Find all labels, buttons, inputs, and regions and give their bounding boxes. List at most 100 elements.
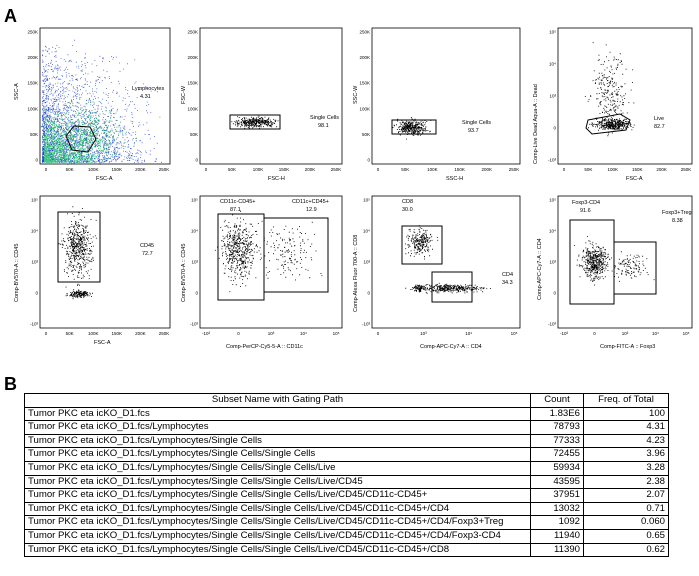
- gate-value: 4.31: [140, 94, 151, 100]
- x-tick-label: 10³: [268, 331, 275, 336]
- x-tick-label: 0: [205, 167, 208, 172]
- y-tick-label: 200K: [187, 55, 198, 60]
- x-axis-label: Comp-PerCP-Cy5-5-A :: CD11c: [226, 344, 303, 350]
- subset-cell: Tumor PKC eta icKO_D1.fcs/Lymphocytes/Si…: [24, 474, 531, 490]
- y-tick-label: 100K: [187, 106, 198, 111]
- y-axis-label: Comp-Alexa Fluor 700-A :: CD8: [353, 235, 359, 312]
- plot-cd45: 10⁵ 10⁴ 10³ 0 -10³ 0 50K 100K 150K 200K 250K CD45 …: [14, 192, 172, 352]
- freq-cell: 0.62: [583, 542, 669, 558]
- count-cell: 37951: [530, 488, 584, 503]
- gate-rect-2: [613, 241, 657, 295]
- subset-cell: Tumor PKC eta icKO_D1.fcs/Lymphocytes/Si…: [24, 433, 531, 449]
- y-axis-label: FSC-W: [181, 85, 187, 104]
- x-tick-label: 0: [563, 167, 566, 172]
- table-row: Tumor PKC eta icKO_D1.fcs/Lymphocytes/Si…: [24, 433, 669, 449]
- scatter-points: [584, 42, 635, 137]
- gate-polygon: [585, 113, 631, 135]
- y-tick-label: 10⁵: [31, 198, 38, 203]
- y-tick-label: -10³: [548, 158, 557, 163]
- x-tick-label: 100K: [253, 167, 264, 172]
- subset-cell: Tumor PKC eta icKO_D1.fcs/Lymphocytes/Si…: [24, 488, 531, 503]
- y-tick-label: 100K: [27, 106, 38, 111]
- gate-name: Single Cells: [462, 120, 491, 126]
- x-axis-label: FSC-A: [94, 340, 111, 346]
- x-tick-label: 10⁴: [652, 331, 659, 336]
- gate-name: Lymphocytes: [132, 86, 164, 92]
- y-tick-label: 0: [35, 158, 38, 163]
- y-tick-label: -10³: [548, 322, 557, 327]
- y-tick-label: 10³: [31, 260, 38, 265]
- x-tick-label: 250K: [159, 331, 170, 336]
- freq-cell: 0.65: [583, 528, 669, 544]
- x-tick-label: -10³: [560, 331, 569, 336]
- plot-frame: [199, 27, 343, 165]
- x-tick-label: 250K: [331, 167, 342, 172]
- y-tick-label: 250K: [27, 30, 38, 35]
- plot-live: 10⁵ 10⁴ 10³ 0 -10³ 0 50K 100K 150K 200K 250K Live …: [530, 24, 698, 184]
- plot-foxp3: 10⁵ 10⁴ 10³ 0 -10³ -10³ 0 10³ 10⁴ 10⁵ Foxp3-CD4 9…: [530, 192, 698, 352]
- x-tick-label: 200K: [305, 167, 316, 172]
- x-tick-label: 200K: [656, 167, 667, 172]
- x-tick-label: 100K: [88, 331, 99, 336]
- subset-cell: Tumor PKC eta icKO_D1.fcs/Lymphocytes: [24, 420, 531, 435]
- scatter-points: [58, 206, 97, 300]
- table-row: Tumor PKC eta icKO_D1.fcs/Lymphocytes/Si…: [24, 542, 669, 558]
- freq-cell: 0.060: [583, 515, 669, 530]
- header-count: Count: [530, 393, 584, 408]
- y-tick-label: 10³: [549, 94, 556, 99]
- gate-rect-1: [401, 225, 443, 265]
- scatter-points: [214, 210, 323, 293]
- gate-value: 93.7: [468, 128, 479, 134]
- y-axis-label: SSC-W: [353, 85, 359, 104]
- freq-cell: 4.23: [583, 433, 669, 449]
- x-axis-label: FSC-H: [268, 176, 285, 182]
- x-tick-label: 150K: [112, 331, 123, 336]
- y-tick-label: -10³: [30, 322, 39, 327]
- x-tick-label: 100K: [608, 167, 619, 172]
- gate-value: 72.7: [142, 251, 153, 257]
- x-tick-label: 200K: [135, 331, 146, 336]
- x-tick-label: 250K: [681, 167, 692, 172]
- y-tick-label: 200K: [359, 55, 370, 60]
- x-tick-label: 0: [593, 331, 596, 336]
- freq-cell: 3.28: [583, 460, 669, 476]
- y-tick-label: 0: [367, 158, 370, 163]
- x-tick-label: 150K: [279, 167, 290, 172]
- plot-frame: [371, 195, 521, 329]
- x-tick-label: 0: [377, 331, 380, 336]
- x-tick-label: 0: [237, 331, 240, 336]
- y-tick-label: 10⁴: [31, 229, 38, 234]
- panel-label-a: A: [4, 6, 17, 26]
- y-tick-label: 100K: [359, 106, 370, 111]
- subset-cell: Tumor PKC eta icKO_D1.fcs/Lymphocytes/Si…: [24, 460, 531, 476]
- plot-single-cells-1: 250K 200K 150K 100K 50K 0 0 50K 100K 150K 200K 250K…: [178, 24, 348, 184]
- panel-label-b: B: [4, 374, 17, 394]
- x-axis-label: FSC-A: [626, 176, 643, 182]
- x-tick-label: 10³: [622, 331, 629, 336]
- subset-cell: Tumor PKC eta icKO_D1.fcs/Lymphocytes/Si…: [24, 447, 531, 462]
- y-tick-label: 250K: [187, 30, 198, 35]
- table-row: Tumor PKC eta icKO_D1.fcs/Lymphocytes/Si…: [24, 447, 669, 462]
- x-tick-label: 10⁵: [333, 331, 340, 336]
- x-tick-label: 10⁵: [683, 331, 690, 336]
- freq-cell: 2.38: [583, 474, 669, 490]
- y-tick-label: 10³: [549, 260, 556, 265]
- y-tick-label: 10⁴: [191, 229, 198, 234]
- gate2-name: CD11c+CD45+: [292, 199, 329, 205]
- y-axis-label: Comp-BV570-A :: CD45: [14, 244, 20, 302]
- count-cell: 1.83E6: [530, 406, 584, 422]
- y-tick-label: 10⁵: [363, 198, 370, 203]
- y-tick-label: 10⁴: [363, 229, 370, 234]
- x-axis-label: SSC-H: [446, 176, 463, 182]
- gate1-name: CD8: [402, 199, 413, 205]
- x-tick-label: 50K: [66, 331, 74, 336]
- gate1-value: 87.1: [230, 207, 241, 213]
- x-tick-label: 0: [377, 167, 380, 172]
- x-tick-label: 10⁴: [465, 331, 472, 336]
- header-subset: Subset Name with Gating Path: [24, 393, 531, 408]
- table-row: Tumor PKC eta icKO_D1.fcs/Lymphocytes/Si…: [24, 515, 669, 530]
- x-tick-label: -10³: [202, 331, 211, 336]
- y-tick-label: 150K: [27, 81, 38, 86]
- subset-cell: Tumor PKC eta icKO_D1.fcs/Lymphocytes/Si…: [24, 501, 531, 517]
- x-tick-label: 200K: [135, 167, 146, 172]
